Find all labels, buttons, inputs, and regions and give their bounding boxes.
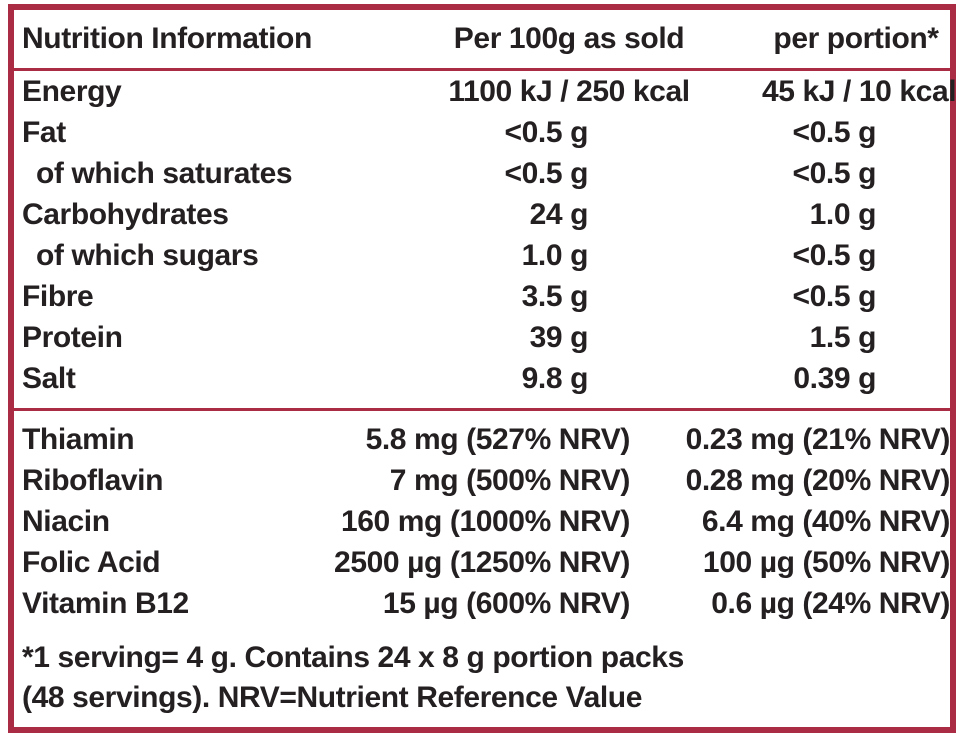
row-vitamin-b12-per100: 15 µg (600% NRV) [382,586,630,620]
row-sugars-label: of which sugars [36,238,259,272]
serving-footnote: *1 serving= 4 g. Contains 24 x 8 g porti… [14,624,950,718]
row-protein-portion: 1.5 g [809,320,877,354]
row-riboflavin: Riboflavin 7 mg (500% NRV) 0.28 mg (20% … [14,460,950,501]
row-salt-per100: 9.8 g [521,361,589,395]
row-fibre-label: Fibre [22,279,94,313]
row-riboflavin-per100: 7 mg (500% NRV) [389,463,631,497]
row-sugars: of which sugars 1.0 g <0.5 g [14,235,950,276]
row-protein-per100: 39 g [529,320,589,354]
row-energy-portion: 45 kJ / 10 kcal [762,74,957,108]
row-sugars-portion: <0.5 g [792,238,877,272]
row-niacin-per100: 160 mg (1000% NRV) [340,504,630,538]
row-fibre: Fibre 3.5 g <0.5 g [14,276,950,317]
row-fibre-per100: 3.5 g [521,279,589,313]
row-riboflavin-portion: 0.28 mg (20% NRV) [685,463,951,497]
row-folic-acid-portion: 100 µg (50% NRV) [702,545,950,579]
row-fibre-portion: <0.5 g [792,279,877,313]
row-energy: Energy 1100 kJ / 250 kcal 45 kJ / 10 kca… [14,71,957,112]
row-folic-acid: Folic Acid 2500 µg (1250% NRV) 100 µg (5… [14,542,950,583]
row-fat-label: Fat [22,115,66,149]
row-fat: Fat <0.5 g <0.5 g [14,112,950,153]
row-salt-portion: 0.39 g [793,361,876,395]
row-niacin-label: Niacin [22,504,110,538]
nutrition-table: Nutrition Information Per 100g as sold p… [8,4,957,733]
row-carbohydrates-per100: 24 g [529,197,589,231]
row-saturates-label: of which saturates [36,156,293,190]
table-header-row: Nutrition Information Per 100g as sold p… [14,10,950,68]
spacer [14,399,950,408]
row-carbohydrates: Carbohydrates 24 g 1.0 g [14,194,950,235]
row-riboflavin-label: Riboflavin [22,463,164,497]
row-vitamin-b12-portion: 0.6 µg (24% NRV) [711,586,950,620]
row-fat-per100: <0.5 g [504,115,589,149]
spacer [14,411,950,419]
row-niacin-portion: 6.4 mg (40% NRV) [701,504,951,538]
row-carbohydrates-portion: 1.0 g [809,197,877,231]
row-protein-label: Protein [22,320,123,354]
header-per-100g: Per 100g as sold [453,22,685,55]
row-energy-per100: 1100 kJ / 250 kcal [448,74,690,108]
row-salt-label: Salt [22,361,76,395]
row-thiamin-per100: 5.8 mg (527% NRV) [365,422,631,456]
row-energy-label: Energy [22,74,122,108]
vitamins-divider-line [14,408,950,411]
header-nutrition-information: Nutrition Information [22,22,312,55]
nutrients-section: Energy 1100 kJ / 250 kcal 45 kJ / 10 kca… [14,71,957,399]
row-vitamin-b12-label: Vitamin B12 [22,586,189,620]
row-thiamin-label: Thiamin [22,422,135,456]
row-saturates-per100: <0.5 g [504,156,589,190]
row-fat-portion: <0.5 g [792,115,877,149]
row-saturates: of which saturates <0.5 g <0.5 g [14,153,950,194]
row-carbohydrates-label: Carbohydrates [22,197,229,231]
row-thiamin: Thiamin 5.8 mg (527% NRV) 0.23 mg (21% N… [14,419,950,460]
header-divider-line [14,68,950,71]
row-salt: Salt 9.8 g 0.39 g [14,358,950,399]
footnote-line-2: (48 servings). NRV=Nutrient Reference Va… [22,681,642,714]
header-per-portion: per portion* [773,22,939,55]
row-niacin: Niacin 160 mg (1000% NRV) 6.4 mg (40% NR… [14,501,950,542]
row-saturates-portion: <0.5 g [792,156,877,190]
row-sugars-per100: 1.0 g [521,238,589,272]
vitamins-section: Thiamin 5.8 mg (527% NRV) 0.23 mg (21% N… [14,419,950,624]
row-protein: Protein 39 g 1.5 g [14,317,950,358]
row-vitamin-b12: Vitamin B12 15 µg (600% NRV) 0.6 µg (24%… [14,583,950,624]
row-folic-acid-label: Folic Acid [22,545,161,579]
row-thiamin-portion: 0.23 mg (21% NRV) [685,422,951,456]
row-folic-acid-per100: 2500 µg (1250% NRV) [334,545,630,579]
footnote-line-1: *1 serving= 4 g. Contains 24 x 8 g porti… [22,641,684,674]
